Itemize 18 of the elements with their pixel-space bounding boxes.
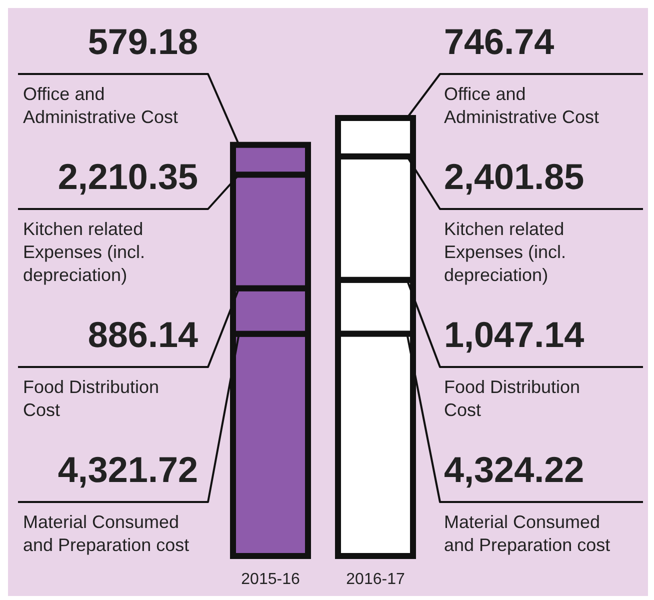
data-label: 746.74 bbox=[444, 21, 554, 62]
data-label: 886.14 bbox=[88, 314, 198, 355]
data-label: 4,324.22 bbox=[444, 449, 584, 490]
x-tick-label: 2015-16 bbox=[241, 571, 300, 588]
data-label: 4,321.72 bbox=[58, 449, 198, 490]
data-label: 1,047.14 bbox=[444, 314, 584, 355]
text: Food Distribution Cost bbox=[23, 377, 160, 420]
series-label: Material Consumed and Preparation cost bbox=[444, 512, 610, 555]
data-label: 579.18 bbox=[88, 21, 198, 62]
text: Office and Administrative Cost bbox=[23, 84, 178, 127]
series-label: Office and Administrative Cost bbox=[444, 84, 600, 127]
x-tick-label: 2016-17 bbox=[346, 571, 405, 588]
data-label: 2,401.85 bbox=[444, 156, 584, 197]
text: Kitchen related Expenses (incl. depreciation) bbox=[23, 219, 146, 285]
series-label: Kitchen related Expenses (incl. depreciation) bbox=[444, 219, 566, 285]
text: Food Distribution Cost bbox=[444, 377, 580, 420]
text: Material Consumed and Preparation cost bbox=[23, 512, 190, 555]
data-label: 2,210.35 bbox=[58, 156, 198, 197]
